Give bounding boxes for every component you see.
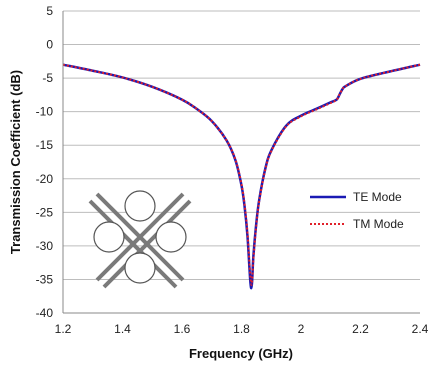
- y-tick-label: -10: [36, 105, 54, 119]
- y-tick-label: -20: [36, 172, 54, 186]
- legend-label-tm: TM Mode: [353, 217, 404, 231]
- x-tick-label: 1.2: [55, 322, 72, 336]
- y-tick-labels: 5 0 -5 -10 -15 -20 -25 -30 -35 -40: [36, 4, 54, 320]
- x-tick-labels: 1.2 1.4 1.6 1.8 2 2.2 2.4: [55, 322, 428, 336]
- y-tick-label: -40: [36, 306, 54, 320]
- legend-label-te: TE Mode: [353, 190, 402, 204]
- x-tick-label: 2.4: [412, 322, 428, 336]
- series-line-te-mode: [62, 63, 421, 290]
- x-tick-label: 1.8: [233, 322, 250, 336]
- y-tick-label: 5: [46, 4, 53, 18]
- inset-unit-cell: [88, 190, 192, 289]
- y-tick-label: -35: [36, 272, 54, 286]
- legend: TE Mode TM Mode: [310, 190, 404, 231]
- x-tick-label: 1.6: [174, 322, 191, 336]
- y-tick-label: 0: [46, 38, 53, 52]
- x-tick-label: 2: [298, 322, 305, 336]
- series-line-tm-mode: [62, 63, 421, 286]
- x-tick-label: 1.4: [114, 322, 131, 336]
- y-tick-label: -30: [36, 239, 54, 253]
- x-axis-title: Frequency (GHz): [189, 346, 293, 361]
- series-lines: [62, 63, 421, 290]
- y-axis-title: Transmission Coefficient (dB): [8, 70, 23, 254]
- x-tick-label: 2.2: [352, 322, 369, 336]
- y-tick-label: -25: [36, 205, 54, 219]
- y-tick-label: -15: [36, 138, 54, 152]
- y-tick-label: -5: [42, 71, 53, 85]
